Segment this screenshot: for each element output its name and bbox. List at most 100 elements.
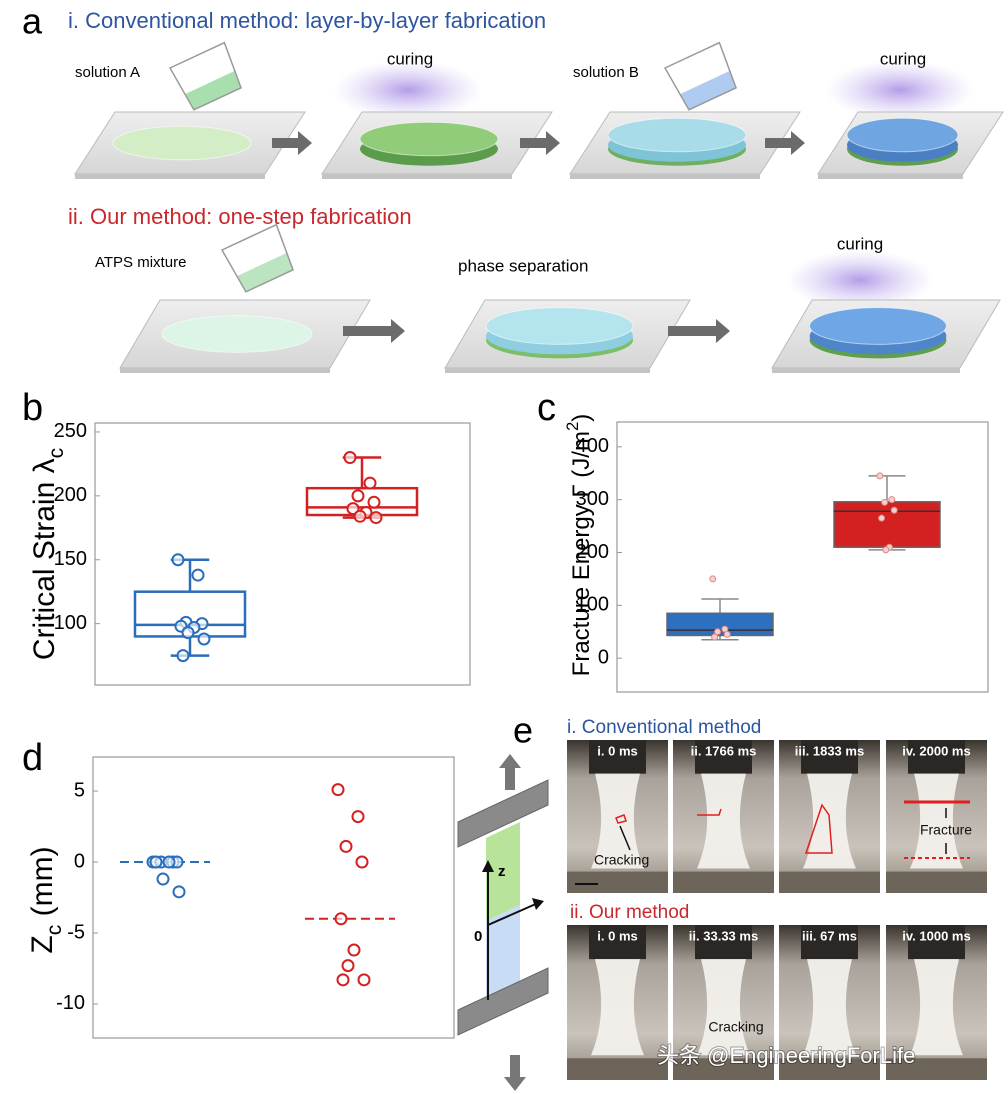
data-point (882, 546, 890, 554)
base (779, 1058, 880, 1080)
clamp (695, 925, 752, 960)
uv-glow (785, 250, 935, 310)
crack (804, 803, 833, 854)
clamp (908, 740, 965, 774)
liquid (184, 70, 242, 110)
data-point (191, 568, 205, 582)
data-point (346, 502, 360, 516)
data-point (353, 509, 367, 523)
y-axis-label-subscript: c (45, 448, 68, 459)
panel-label: e (513, 710, 533, 751)
step-label: solution A (75, 64, 140, 81)
clamp (589, 740, 646, 774)
data-point (709, 575, 717, 583)
y-tick-label: 0 (598, 646, 609, 668)
x-arrowhead (532, 898, 544, 910)
process-arrow (272, 131, 312, 155)
data-point (351, 810, 365, 824)
plot-frame (92, 756, 455, 1039)
specimen (697, 959, 750, 1056)
clamp (801, 925, 858, 960)
beaker (168, 41, 242, 111)
base (567, 1058, 668, 1080)
plot-frame (616, 421, 989, 693)
data-point (336, 973, 350, 987)
grip (457, 779, 549, 848)
frame-label: i. 0 ms (597, 928, 637, 943)
annotation: Fracture (920, 822, 972, 838)
specimen-top (486, 822, 520, 921)
data-point (339, 839, 353, 853)
disc (485, 307, 634, 345)
annotation: Cracking (708, 1019, 763, 1035)
panel-label: d (22, 737, 43, 779)
section-title: ii. Our method (570, 902, 689, 923)
disc (607, 117, 747, 153)
data-point (876, 472, 884, 480)
y-axis-label-text: Critical Strain λ (28, 458, 61, 660)
axis-label: z (498, 863, 506, 880)
base (567, 871, 668, 893)
data-point (149, 855, 163, 869)
y-tick-label: -5 (67, 921, 85, 943)
clamp (908, 925, 965, 960)
beaker-glass (663, 41, 737, 111)
z-arrowhead (482, 860, 494, 872)
beaker (220, 223, 294, 293)
data-point (351, 489, 365, 503)
data-point (172, 885, 186, 899)
data-point (355, 855, 369, 869)
step-label: solution B (573, 64, 639, 81)
pull-arrow (504, 1055, 526, 1091)
data-point (176, 649, 190, 663)
crack (697, 808, 722, 816)
beaker-glass (168, 41, 242, 111)
panel-label: c (537, 387, 556, 429)
y-axis-label-suffix: (mm) (26, 846, 59, 924)
plate-edge (570, 174, 760, 179)
y-axis-label-subscript: c (43, 925, 66, 936)
y-axis-label: Fracture Energy Γ (J/m2) (563, 414, 595, 677)
plate-edge (445, 368, 650, 373)
specimen (910, 773, 963, 869)
data-point (881, 498, 889, 506)
y-tick-label: 300 (576, 488, 609, 510)
base (673, 1058, 774, 1080)
clamp (589, 925, 646, 960)
y-tick-label: -10 (56, 992, 85, 1014)
data-point (714, 628, 722, 636)
specimen-bottom (486, 905, 520, 1006)
x-axis (487, 902, 539, 926)
data-point (878, 514, 886, 522)
beaker (663, 41, 737, 111)
annotation: Cracking (594, 852, 649, 868)
pull-arrow (499, 754, 521, 790)
base (886, 1058, 987, 1080)
specimen (803, 959, 856, 1056)
data-point (711, 633, 719, 641)
step-label: curing (837, 234, 883, 253)
panel-label: b (22, 387, 43, 429)
frame-label: iv. 2000 ms (902, 743, 970, 758)
section-title: i. Conventional method (567, 717, 761, 738)
y-tick-label: 200 (54, 484, 87, 506)
y-tick-label: 150 (54, 548, 87, 570)
disc (161, 315, 313, 353)
uv-glow (333, 60, 483, 120)
frame-label: iii. 67 ms (802, 928, 857, 943)
data-point (890, 506, 898, 514)
panel-label: a (22, 1, 43, 42)
liquid (679, 70, 737, 110)
data-point (369, 511, 383, 525)
data-point (197, 632, 211, 646)
disc (809, 307, 947, 345)
data-point (341, 959, 355, 973)
pointer (619, 825, 631, 851)
section-title: ii. Our method: one-step fabrication (68, 204, 412, 229)
specimen (697, 773, 750, 869)
y-tick-label: 200 (576, 541, 609, 563)
clamp (695, 740, 752, 774)
y-axis-label: Critical Strain λc (28, 448, 68, 660)
y-axis-label-superscript: 2 (563, 422, 582, 431)
